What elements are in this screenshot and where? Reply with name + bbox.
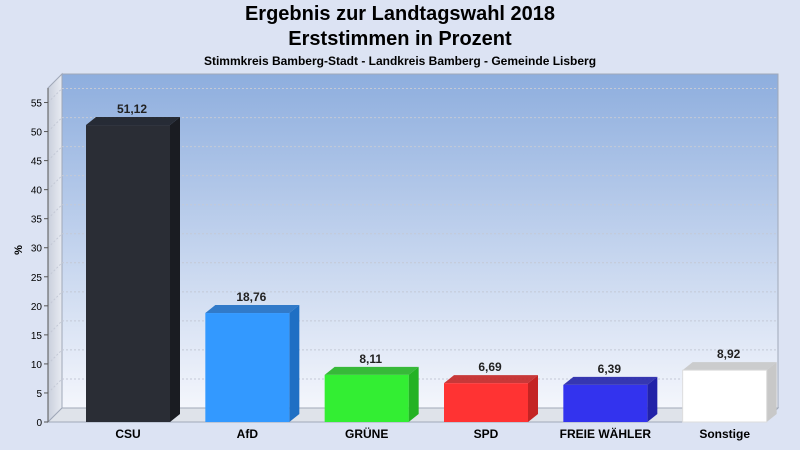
y-tick-label: 15 (31, 331, 43, 342)
bar-freie-wähler (563, 384, 648, 422)
y-axis-label: % (13, 245, 25, 255)
grid-line-wall (47, 378, 63, 394)
chart-title: Ergebnis zur Landtagswahl 2018 (244, 3, 556, 25)
y-tick-label: 10 (31, 360, 43, 371)
x-tick-label: FREIE WÄHLER (560, 426, 652, 441)
grid-line-wall (47, 146, 63, 161)
bar-csu (86, 125, 170, 422)
grid-line-wall (47, 175, 63, 191)
grid-line-wall (47, 88, 63, 103)
bar-side (408, 366, 419, 422)
bar-spd (444, 383, 528, 422)
chart-subtitle: Erststimmen in Prozent (288, 28, 512, 50)
bar-top (563, 376, 658, 385)
chart-region-subtitle: Stimmkreis Bamberg-Stadt - Landkreis Bam… (203, 54, 597, 68)
data-label: 18,76 (236, 290, 266, 304)
grid-line-wall (47, 117, 63, 132)
data-label: 8,11 (359, 352, 382, 366)
grid-line-wall (47, 204, 63, 220)
grid-line-wall (47, 320, 63, 336)
y-tick-label: 30 (31, 244, 43, 255)
data-label: 8,92 (717, 347, 741, 361)
bar-top (86, 117, 180, 126)
bar-top (205, 305, 300, 314)
y-tick-label: 25 (31, 273, 43, 284)
y-tick-label: 35 (31, 215, 43, 226)
y-tick-label: 55 (31, 99, 43, 110)
data-label: 6,69 (478, 360, 502, 374)
y-tick-label: 40 (31, 186, 43, 197)
y-tick-label: 50 (31, 128, 43, 139)
bar-grüne (324, 374, 409, 422)
x-tick-label: SPD (474, 427, 499, 441)
plot-background (61, 73, 779, 409)
y-tick-label: 45 (31, 157, 43, 168)
data-label: 51,12 (117, 102, 147, 116)
bar-side (289, 305, 300, 422)
bar-side (528, 375, 538, 422)
bar-top (444, 375, 538, 384)
grid-line-wall (47, 233, 63, 249)
grid-line-wall (47, 349, 63, 365)
data-label: 6,39 (598, 362, 622, 376)
bar-side (170, 117, 180, 422)
bar-top (324, 366, 419, 375)
y-tick-label: 20 (31, 302, 43, 313)
x-tick-label: Sonstige (699, 427, 750, 441)
bar-side (647, 376, 658, 422)
y-tick-label: 0 (36, 418, 42, 429)
bar-side (766, 362, 777, 422)
x-tick-label: CSU (115, 427, 140, 441)
x-tick-label: AfD (237, 427, 259, 441)
plot-left-wall (47, 72, 63, 424)
x-tick-label: GRÜNE (345, 426, 388, 441)
y-tick-label: 5 (36, 389, 42, 400)
bar-top (682, 362, 777, 371)
grid-line-wall (47, 291, 63, 307)
bar-sonstige (682, 369, 768, 423)
bar-afd (205, 313, 290, 422)
grid-line-wall (47, 262, 63, 278)
